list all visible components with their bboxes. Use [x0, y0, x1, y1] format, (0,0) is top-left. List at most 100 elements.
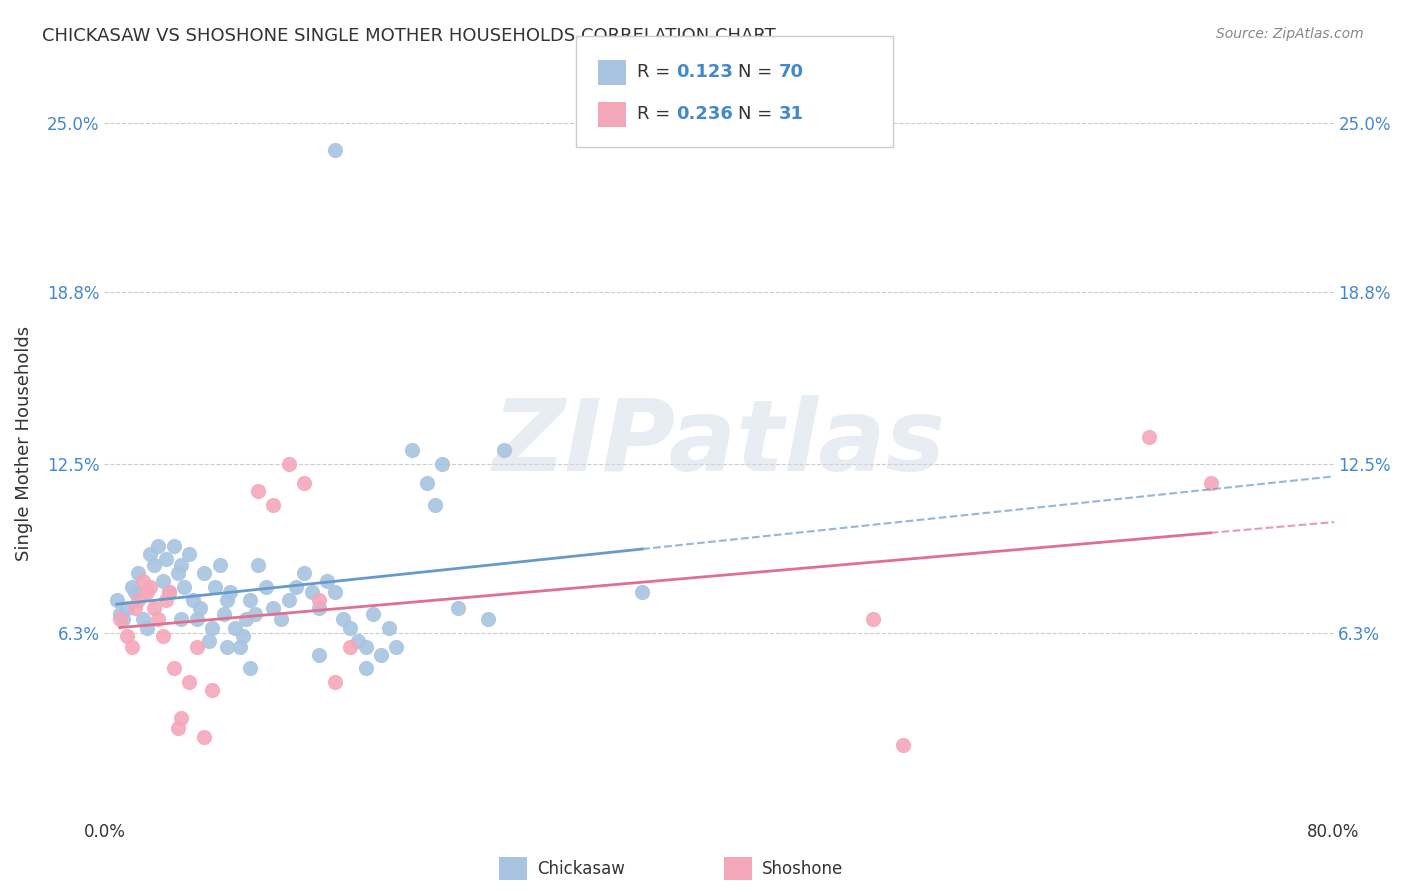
Point: [117, 629, 139, 643]
Point: [139, 547, 162, 561]
Point: [212, 607, 235, 621]
Point: [155, 552, 177, 566]
Point: [323, 585, 346, 599]
Point: [108, 612, 131, 626]
Point: [477, 612, 499, 626]
Point: [262, 498, 284, 512]
Point: [127, 566, 149, 580]
Point: [146, 612, 169, 626]
Point: [891, 738, 914, 752]
Point: [247, 484, 270, 499]
Point: [1137, 430, 1160, 444]
Text: 0.236: 0.236: [676, 105, 733, 123]
Point: [416, 476, 439, 491]
Point: [124, 601, 146, 615]
Point: [121, 640, 143, 654]
Point: [108, 607, 131, 621]
Point: [277, 457, 299, 471]
Point: [111, 612, 134, 626]
Point: [423, 498, 446, 512]
Point: [1199, 476, 1222, 491]
Point: [177, 675, 200, 690]
Point: [308, 648, 330, 662]
Point: [162, 661, 184, 675]
Point: [292, 476, 315, 491]
Text: Source: ZipAtlas.com: Source: ZipAtlas.com: [1216, 27, 1364, 41]
Point: [186, 640, 208, 654]
Point: [354, 640, 377, 654]
Point: [193, 566, 215, 580]
Point: [117, 601, 139, 615]
Text: 0.123: 0.123: [676, 63, 733, 81]
Point: [177, 547, 200, 561]
Point: [224, 621, 246, 635]
Text: N =: N =: [738, 105, 778, 123]
Point: [201, 683, 224, 698]
Point: [142, 601, 165, 615]
Point: [292, 566, 315, 580]
Point: [121, 580, 143, 594]
Point: [146, 539, 169, 553]
Point: [170, 558, 193, 572]
Point: [631, 585, 654, 599]
Point: [323, 144, 346, 158]
Text: CHICKASAW VS SHOSHONE SINGLE MOTHER HOUSEHOLDS CORRELATION CHART: CHICKASAW VS SHOSHONE SINGLE MOTHER HOUS…: [42, 27, 776, 45]
Point: [183, 593, 205, 607]
Point: [377, 621, 399, 635]
Point: [124, 585, 146, 599]
Point: [277, 593, 299, 607]
Point: [217, 640, 239, 654]
Point: [127, 593, 149, 607]
Point: [301, 585, 323, 599]
Point: [339, 621, 361, 635]
Point: [239, 661, 262, 675]
Point: [254, 580, 277, 594]
Point: [370, 648, 392, 662]
Point: [132, 574, 155, 589]
Point: [186, 612, 208, 626]
Point: [492, 443, 515, 458]
Point: [323, 675, 346, 690]
Point: [401, 443, 423, 458]
Point: [243, 607, 266, 621]
Text: R =: R =: [637, 105, 676, 123]
Point: [170, 710, 193, 724]
Point: [132, 612, 155, 626]
Text: ZIPatlas: ZIPatlas: [492, 395, 945, 492]
Point: [139, 580, 162, 594]
Point: [247, 558, 270, 572]
Point: [235, 612, 257, 626]
Text: 31: 31: [779, 105, 804, 123]
Point: [204, 580, 226, 594]
Point: [157, 585, 180, 599]
Point: [136, 621, 159, 635]
Text: 70: 70: [779, 63, 804, 81]
Point: [270, 612, 292, 626]
Point: [198, 634, 221, 648]
Point: [308, 593, 330, 607]
Point: [228, 640, 250, 654]
Text: Chickasaw: Chickasaw: [537, 860, 624, 878]
Point: [167, 722, 190, 736]
Point: [354, 661, 377, 675]
Point: [157, 585, 180, 599]
Point: [239, 593, 262, 607]
Point: [152, 574, 174, 589]
Point: [219, 585, 242, 599]
Point: [217, 593, 239, 607]
Point: [155, 593, 177, 607]
Point: [308, 601, 330, 615]
Point: [167, 566, 190, 580]
Point: [142, 558, 165, 572]
Point: [170, 612, 193, 626]
Point: [432, 457, 454, 471]
Point: [447, 601, 470, 615]
Point: [136, 585, 159, 599]
Point: [232, 629, 254, 643]
Point: [201, 621, 224, 635]
Point: [332, 612, 354, 626]
Point: [862, 612, 884, 626]
Point: [152, 629, 174, 643]
Text: N =: N =: [738, 63, 778, 81]
Point: [162, 539, 184, 553]
